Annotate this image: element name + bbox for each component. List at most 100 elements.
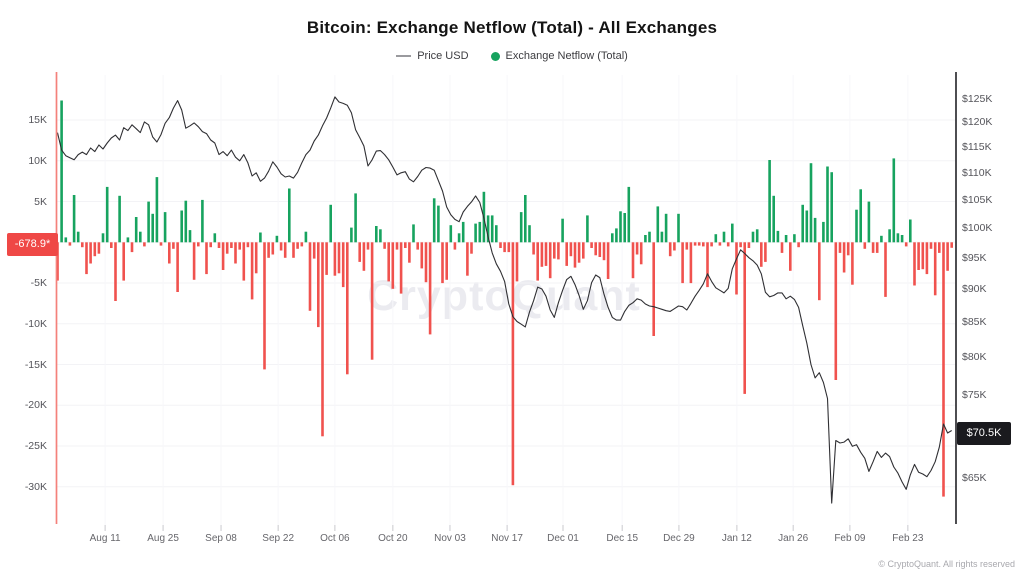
netflow-bar (553, 242, 556, 259)
netflow-bar (296, 242, 299, 249)
netflow-bar (702, 242, 705, 247)
netflow-bar (209, 242, 212, 248)
netflow-bar (395, 242, 399, 250)
netflow-bar (561, 218, 564, 243)
legend: Price USD Exchange Netflow (Total) (0, 50, 1024, 62)
netflow-bar (871, 242, 875, 253)
netflow-bar (685, 242, 689, 250)
netflow-bar (139, 231, 142, 243)
netflow-bar (598, 242, 602, 257)
netflow-bar (760, 242, 763, 267)
netflow-bar (453, 242, 457, 250)
netflow-bar (432, 198, 436, 243)
netflow-bar (197, 242, 200, 247)
netflow-bar (875, 242, 879, 253)
netflow-bar (710, 242, 713, 247)
netflow-bar (333, 242, 337, 276)
netflow-bar (606, 242, 610, 279)
netflow-bar (519, 212, 523, 243)
netflow-bar (834, 242, 838, 380)
netflow-bar (279, 242, 283, 251)
plot-area[interactable] (57, 75, 956, 525)
netflow-bar (718, 242, 722, 246)
legend-item-price[interactable]: Price USD (396, 50, 469, 62)
netflow-bar (64, 237, 68, 243)
netflow-bar (540, 242, 544, 267)
netflow-bar (768, 160, 771, 243)
netflow-bar (602, 242, 606, 261)
netflow-bar (900, 235, 904, 243)
netflow-dot-icon (490, 51, 500, 61)
netflow-bar (639, 242, 643, 265)
netflow-bar (863, 242, 867, 249)
netflow-bar (544, 242, 548, 266)
netflow-bar (656, 206, 660, 243)
netflow-bar (354, 193, 357, 243)
netflow-bar (569, 242, 573, 257)
netflow-bar (346, 242, 349, 375)
netflow-bar (913, 242, 916, 286)
netflow-bar (225, 242, 229, 254)
netflow-bar (615, 228, 618, 243)
netflow-bar (420, 242, 424, 269)
netflow-bar (735, 242, 738, 295)
netflow-bar (304, 231, 308, 243)
netflow-bar (408, 242, 411, 263)
netflow-bar (176, 242, 179, 292)
netflow-bar (731, 223, 734, 243)
netflow-bar (904, 242, 908, 247)
netflow-bar (428, 242, 432, 335)
netflow-bar (321, 242, 324, 437)
netflow-bar (93, 242, 97, 257)
netflow-bar (370, 242, 374, 360)
netflow-bar (188, 230, 192, 243)
netflow-bar (565, 242, 568, 266)
netflow-bar (673, 242, 676, 251)
netflow-bar (590, 242, 593, 248)
netflow-bar (797, 242, 800, 248)
netflow-bar (557, 242, 560, 260)
netflow-bar (424, 242, 428, 283)
netflow-bar (275, 235, 279, 243)
netflow-bar (668, 242, 672, 257)
price-line (56, 96, 952, 504)
netflow-bar (739, 242, 742, 248)
netflow-bar (536, 242, 539, 281)
netflow-bar (341, 242, 345, 288)
netflow-bar (652, 242, 655, 336)
netflow-bar (163, 212, 167, 243)
netflow-bar (213, 233, 217, 243)
netflow-bar (789, 242, 792, 271)
netflow-bar (772, 195, 775, 243)
netflow-bar (68, 242, 72, 246)
netflow-bar (896, 233, 900, 243)
netflow-bar (192, 242, 196, 280)
netflow-bar (851, 242, 854, 285)
legend-item-netflow[interactable]: Exchange Netflow (Total) (490, 50, 628, 62)
netflow-bar (387, 242, 390, 282)
netflow-bar (412, 224, 415, 243)
netflow-bar (329, 204, 332, 243)
netflow-bar (155, 177, 159, 243)
netflow-bar (85, 242, 88, 275)
netflow-bar (250, 242, 254, 300)
netflow-bar (217, 242, 221, 248)
netflow-bar (126, 237, 130, 243)
netflow-bar (813, 217, 817, 243)
netflow-bar (892, 158, 896, 243)
netflow-bar (267, 242, 270, 258)
netflow-bar (466, 242, 469, 276)
netflow-bar (830, 172, 833, 243)
netflow-bar (524, 195, 527, 243)
netflow-bar (801, 204, 804, 243)
netflow-bar (880, 235, 883, 243)
netflow-bar (503, 242, 506, 253)
netflow-bar (358, 242, 361, 262)
netflow-bar (631, 242, 635, 279)
netflow-bar (838, 242, 842, 253)
netflow-current-badge: -678.9* (7, 233, 58, 256)
netflow-bar (528, 225, 531, 243)
netflow-bar (375, 226, 378, 243)
netflow-bar (159, 242, 163, 246)
netflow-bar (362, 242, 366, 271)
